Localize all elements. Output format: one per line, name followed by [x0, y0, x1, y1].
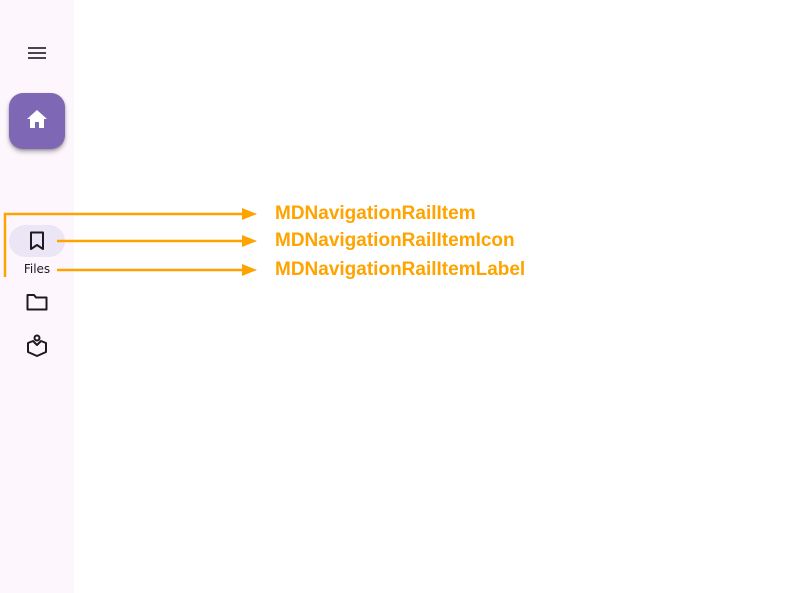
home-fab-button[interactable]: [9, 93, 65, 149]
rail-item-folder[interactable]: [0, 290, 74, 316]
rail-item-label: Files: [23, 262, 51, 276]
folder-icon: [25, 290, 49, 314]
menu-button[interactable]: [17, 35, 57, 75]
rail-item-files[interactable]: Files: [0, 224, 74, 280]
inbox-icon: [25, 334, 49, 358]
menu-icon: [27, 46, 47, 65]
annotation-rail-item: MDNavigationRailItem: [275, 203, 476, 224]
annotation-rail-item-label: MDNavigationRailItemLabel: [275, 259, 526, 280]
navigation-rail: Files: [0, 0, 74, 593]
home-icon: [26, 109, 48, 134]
bookmark-icon: [25, 229, 49, 253]
rail-item-inbox[interactable]: [0, 334, 74, 360]
annotation-rail-item-icon: MDNavigationRailItemIcon: [275, 230, 515, 251]
